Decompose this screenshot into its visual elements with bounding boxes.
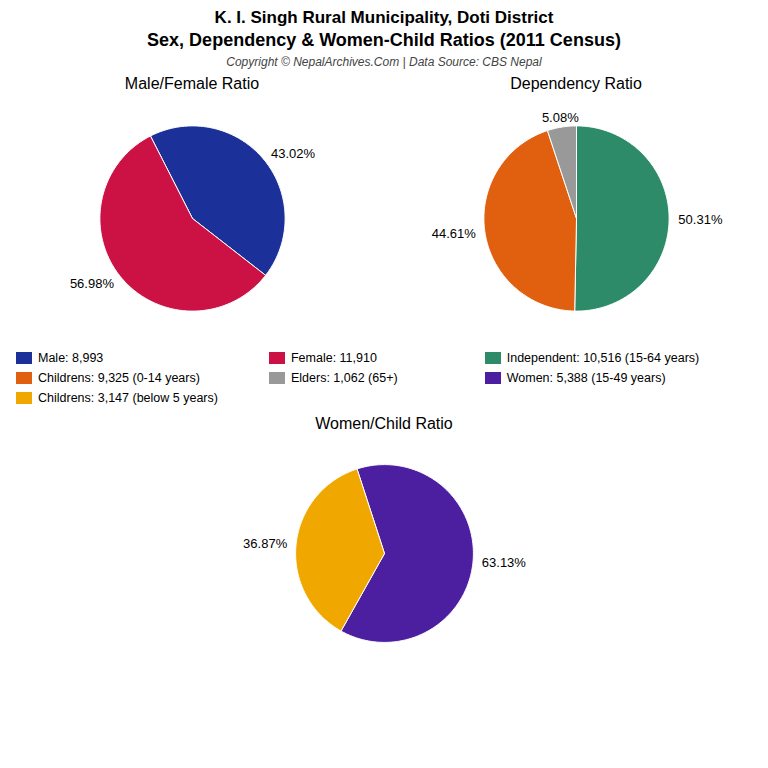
svg-text:63.13%: 63.13%	[482, 555, 527, 570]
html-text:K. I. Singh Rural Municipality: K. I. Singh Rural Municipality, Doti Dis…	[214, 8, 554, 27]
svg-text:50.31%: 50.31%	[678, 212, 723, 227]
html-text:Childrens: 9,325 (0-14 years): Childrens: 9,325 (0-14 years)	[38, 371, 200, 385]
svg-text:43.02%: 43.02%	[271, 146, 316, 161]
html-text:Women/Child Ratio: Women/Child Ratio	[315, 415, 453, 432]
html-text:Male/Female Ratio: Male/Female Ratio	[124, 75, 260, 92]
html-text:Copyright © NepalArchives.Com: Copyright © NepalArchives.Com | Data Sou…	[226, 55, 542, 69]
html-text:Childrens: 3,147 (below 5 year: Childrens: 3,147 (below 5 years)	[38, 391, 218, 405]
html-text:Female: 11,910: Female: 11,910	[291, 351, 377, 365]
svg-text:56.98%: 56.98%	[70, 276, 115, 291]
svg-text:44.61%: 44.61%	[432, 226, 477, 241]
html-text:Male: 8,993: Male: 8,993	[38, 351, 104, 365]
html-text:Elders: 1,062 (65+): Elders: 1,062 (65+)	[291, 371, 398, 385]
html-text:Dependency Ratio: Dependency Ratio	[510, 75, 642, 92]
html-text:Sex, Dependency & Women-Child: Sex, Dependency & Women-Child Ratios (20…	[147, 30, 621, 50]
html-text:Independent: 10,516 (15-64 yea: Independent: 10,516 (15-64 years)	[506, 351, 700, 365]
html-text:Women: 5,388 (15-49 years): Women: 5,388 (15-49 years)	[506, 371, 666, 385]
svg-text:36.87%: 36.87%	[243, 536, 288, 551]
svg-text:5.08%: 5.08%	[542, 110, 579, 125]
